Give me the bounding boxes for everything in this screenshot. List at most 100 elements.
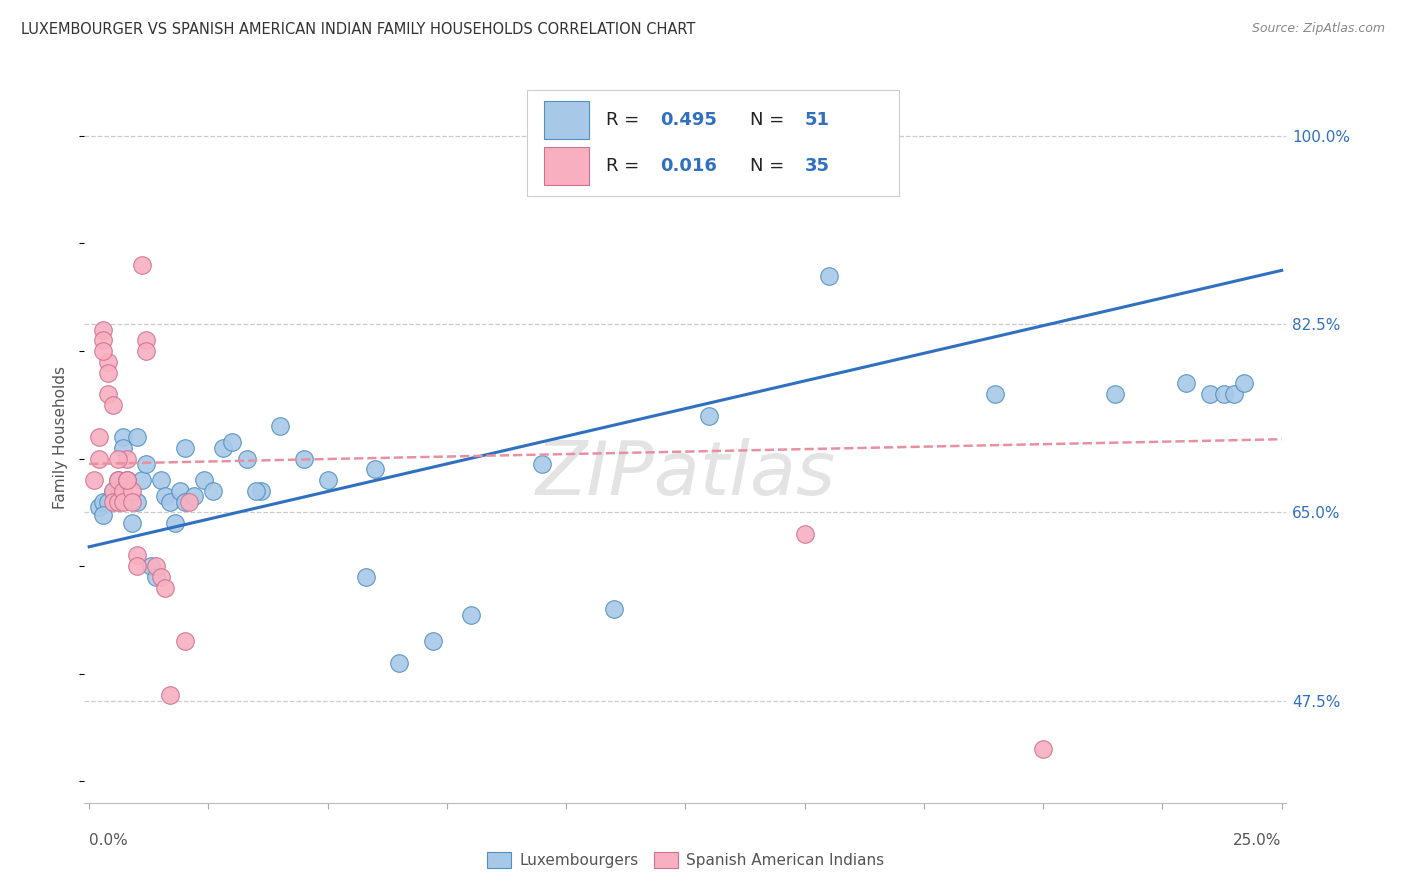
Point (121, 483, 143, 498)
Point (145, 559, 167, 574)
Point (121, 516, 143, 530)
Point (97, 355, 120, 369)
Point (292, 451, 315, 466)
Point (1232, 376, 1254, 391)
Point (111, 494, 134, 508)
Point (149, 570, 172, 584)
Point (83, 473, 105, 487)
Point (145, 570, 167, 584)
Point (193, 473, 215, 487)
Text: R =: R = (606, 112, 645, 129)
Point (245, 483, 267, 498)
Point (93, 508, 115, 522)
Point (460, 607, 482, 622)
Point (117, 473, 139, 487)
Point (1104, 387, 1126, 401)
Point (211, 441, 233, 455)
Point (111, 441, 134, 455)
Point (202, 483, 225, 498)
Point (93, 333, 115, 347)
Point (125, 549, 148, 563)
Point (107, 494, 129, 508)
Point (1199, 387, 1222, 401)
Point (97, 366, 120, 380)
Point (135, 344, 157, 359)
Bar (544, 147, 589, 186)
Y-axis label: Family Households: Family Households (53, 366, 69, 508)
Point (135, 457, 157, 471)
Point (97, 387, 120, 401)
Point (101, 483, 124, 498)
Text: 51: 51 (804, 112, 830, 129)
Point (125, 430, 148, 444)
Point (149, 473, 172, 487)
Point (169, 483, 191, 498)
Text: 25.0%: 25.0% (1233, 833, 1282, 848)
Point (159, 494, 181, 508)
Point (316, 473, 339, 487)
Point (159, 688, 181, 702)
Point (364, 462, 387, 476)
Text: 0.495: 0.495 (661, 112, 717, 129)
Point (697, 409, 720, 423)
Point (179, 494, 201, 508)
Text: N =: N = (751, 158, 790, 176)
Point (135, 333, 157, 347)
Point (125, 559, 148, 574)
Point (97, 494, 120, 508)
Point (93, 344, 115, 359)
Point (101, 483, 124, 498)
Point (603, 602, 626, 616)
Point (87, 430, 110, 444)
Point (93, 494, 115, 508)
Point (1213, 387, 1236, 401)
Text: ZIPatlas: ZIPatlas (536, 438, 835, 509)
Text: N =: N = (751, 112, 790, 129)
Text: 0.016: 0.016 (661, 158, 717, 176)
Point (107, 473, 129, 487)
Point (221, 435, 243, 450)
Text: 35: 35 (804, 158, 830, 176)
Point (131, 258, 153, 272)
Point (235, 451, 257, 466)
Point (163, 516, 186, 530)
Point (107, 489, 129, 503)
Point (117, 473, 139, 487)
Point (107, 451, 129, 466)
Point (101, 494, 124, 508)
Text: 0.0%: 0.0% (89, 833, 128, 848)
Point (125, 494, 148, 508)
Point (121, 494, 143, 508)
Point (422, 634, 444, 648)
Point (173, 634, 195, 648)
Point (101, 398, 124, 412)
Text: R =: R = (606, 158, 645, 176)
Point (155, 489, 177, 503)
Point (984, 387, 1007, 401)
Point (183, 489, 205, 503)
Point (173, 441, 195, 455)
Point (817, 268, 839, 283)
Legend: Luxembourgers, Spanish American Indians: Luxembourgers, Spanish American Indians (481, 846, 890, 874)
Point (131, 473, 153, 487)
Point (87, 451, 110, 466)
Point (1223, 387, 1246, 401)
Point (531, 457, 554, 471)
Point (93, 322, 115, 336)
Point (354, 570, 377, 584)
Point (117, 473, 139, 487)
Point (87, 500, 110, 514)
Point (1032, 742, 1054, 756)
Point (111, 430, 134, 444)
Point (250, 483, 273, 498)
Point (388, 656, 411, 670)
Point (117, 451, 139, 466)
Point (1175, 376, 1198, 391)
Point (155, 581, 177, 595)
Text: LUXEMBOURGER VS SPANISH AMERICAN INDIAN FAMILY HOUSEHOLDS CORRELATION CHART: LUXEMBOURGER VS SPANISH AMERICAN INDIAN … (21, 22, 696, 37)
Point (793, 527, 815, 541)
Point (111, 483, 134, 498)
Point (141, 559, 163, 574)
Point (269, 419, 291, 434)
Text: Source: ZipAtlas.com: Source: ZipAtlas.com (1251, 22, 1385, 36)
